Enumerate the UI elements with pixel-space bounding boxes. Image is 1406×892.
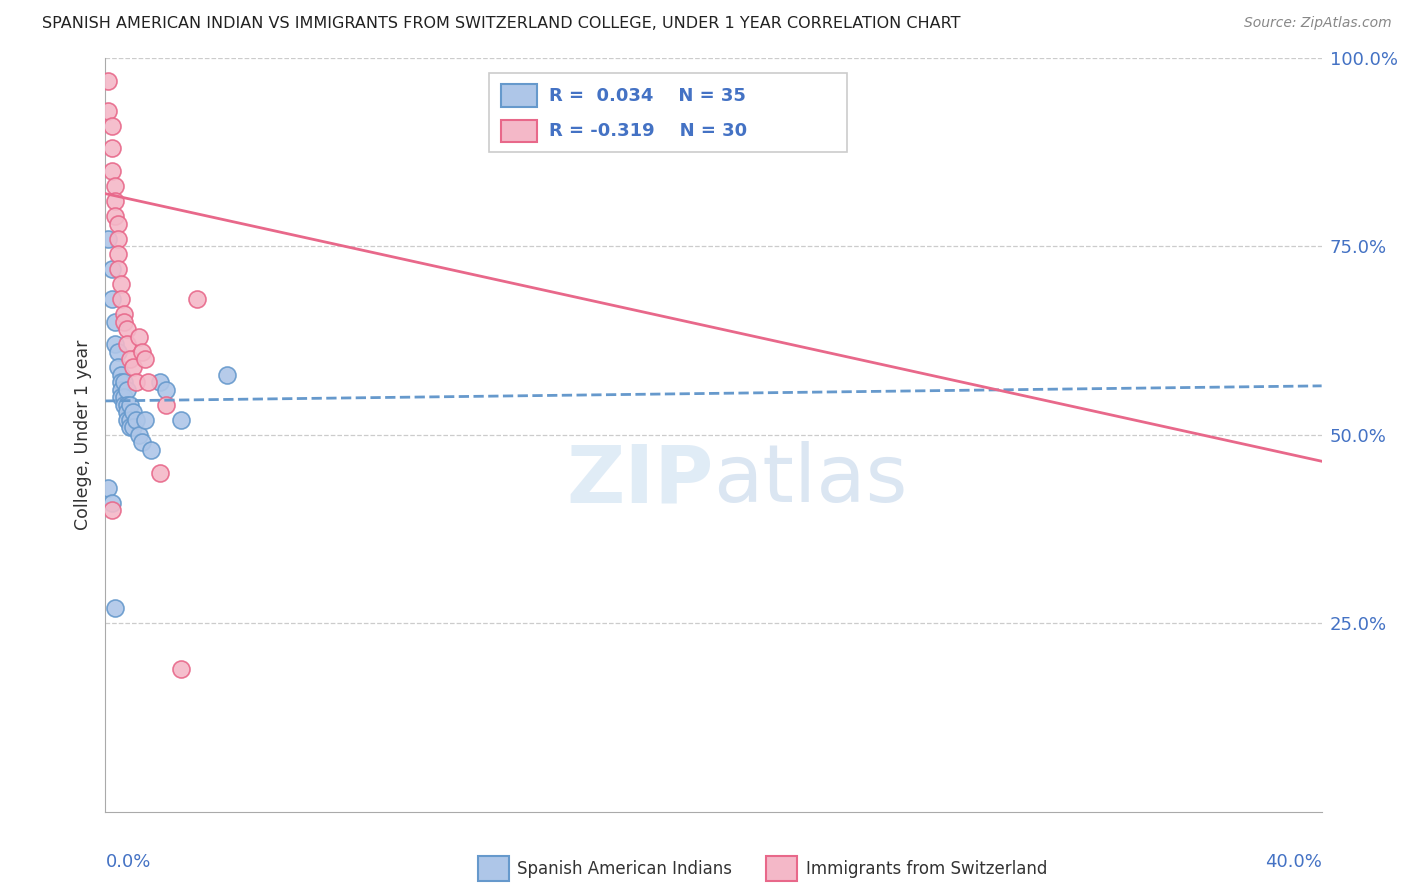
Point xyxy=(121,405,143,419)
Point xyxy=(100,141,122,155)
Text: R = -0.319    N = 30: R = -0.319 N = 30 xyxy=(550,122,748,140)
Point xyxy=(107,247,129,261)
Point xyxy=(110,375,132,389)
Point xyxy=(118,352,141,367)
Point xyxy=(112,390,135,404)
FancyBboxPatch shape xyxy=(501,120,537,143)
Point xyxy=(103,315,125,329)
Text: Source: ZipAtlas.com: Source: ZipAtlas.com xyxy=(1244,16,1392,30)
Text: 40.0%: 40.0% xyxy=(1265,853,1322,871)
Text: SPANISH AMERICAN INDIAN VS IMMIGRANTS FROM SWITZERLAND COLLEGE, UNDER 1 YEAR COR: SPANISH AMERICAN INDIAN VS IMMIGRANTS FR… xyxy=(42,16,960,31)
Point xyxy=(107,345,129,359)
Point xyxy=(125,413,148,427)
FancyBboxPatch shape xyxy=(501,85,537,107)
Point xyxy=(100,503,122,517)
Point xyxy=(115,398,138,412)
Point xyxy=(100,164,122,178)
Point xyxy=(112,398,135,412)
Text: ZIP: ZIP xyxy=(567,441,713,519)
Point xyxy=(217,368,239,382)
Point xyxy=(118,413,141,427)
Point xyxy=(110,292,132,306)
Point xyxy=(97,481,120,495)
Point xyxy=(155,383,177,397)
Y-axis label: College, Under 1 year: College, Under 1 year xyxy=(75,340,93,530)
Point xyxy=(100,496,122,510)
Point xyxy=(118,398,141,412)
Point xyxy=(131,345,153,359)
Point xyxy=(112,375,135,389)
Point xyxy=(170,661,193,675)
Point xyxy=(121,359,143,374)
FancyBboxPatch shape xyxy=(488,73,848,153)
Point xyxy=(103,337,125,351)
Point xyxy=(115,405,138,419)
Point xyxy=(103,194,125,209)
Point xyxy=(100,292,122,306)
Point xyxy=(115,337,138,351)
Point xyxy=(112,315,135,329)
Point xyxy=(110,368,132,382)
Point xyxy=(134,413,156,427)
Point xyxy=(100,262,122,277)
Point xyxy=(128,428,150,442)
Point xyxy=(125,375,148,389)
Point xyxy=(97,73,120,87)
Point xyxy=(103,601,125,615)
Point xyxy=(110,277,132,292)
Point xyxy=(131,435,153,450)
Text: Spanish American Indians: Spanish American Indians xyxy=(517,860,733,878)
Point xyxy=(107,217,129,231)
Point xyxy=(170,413,193,427)
Text: Immigrants from Switzerland: Immigrants from Switzerland xyxy=(806,860,1047,878)
Point xyxy=(100,119,122,133)
Point xyxy=(115,383,138,397)
Point xyxy=(107,232,129,246)
Point xyxy=(134,352,156,367)
Point xyxy=(103,209,125,223)
Point xyxy=(149,466,172,480)
Text: atlas: atlas xyxy=(713,441,908,519)
Text: 0.0%: 0.0% xyxy=(105,853,150,871)
Point xyxy=(155,398,177,412)
Point xyxy=(110,390,132,404)
Point xyxy=(139,442,162,457)
Point xyxy=(107,359,129,374)
Point xyxy=(186,292,208,306)
Point xyxy=(97,232,120,246)
Point xyxy=(136,375,159,389)
Point xyxy=(118,420,141,434)
Point xyxy=(107,262,129,277)
Point xyxy=(121,420,143,434)
Text: R =  0.034    N = 35: R = 0.034 N = 35 xyxy=(550,87,747,104)
Point xyxy=(115,413,138,427)
Point xyxy=(112,307,135,321)
Point xyxy=(115,322,138,336)
Point xyxy=(128,330,150,344)
Point xyxy=(97,103,120,118)
Point xyxy=(149,375,172,389)
Point xyxy=(103,179,125,194)
Point xyxy=(110,383,132,397)
